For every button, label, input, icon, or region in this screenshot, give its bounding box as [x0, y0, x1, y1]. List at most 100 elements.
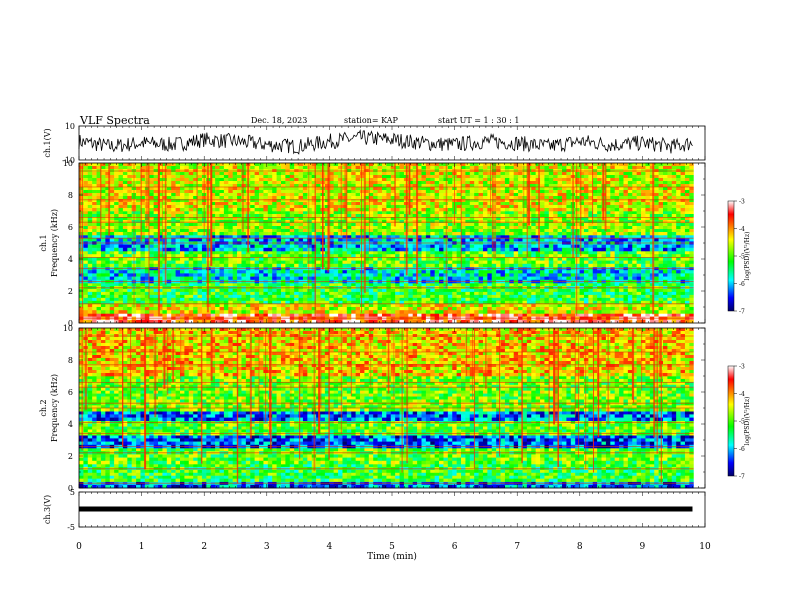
- heatmap-cell: [614, 300, 620, 305]
- heatmap-cell: [636, 247, 642, 252]
- heatmap-cell: [632, 319, 637, 324]
- heatmap-cell: [654, 300, 659, 305]
- heatmap-cell: [583, 214, 589, 218]
- heatmap-cell: [232, 291, 238, 296]
- heatmap-cell: [197, 294, 203, 299]
- heatmap-cell: [254, 217, 260, 221]
- heatmap-cell: [267, 288, 273, 293]
- heatmap-cell: [109, 310, 115, 314]
- heatmap-cell: [535, 238, 541, 242]
- heatmap-cell: [87, 214, 93, 218]
- heatmap-cell: [680, 273, 686, 277]
- heatmap-cell: [136, 291, 141, 296]
- heatmap-cell: [79, 288, 84, 293]
- heatmap-cell: [368, 313, 374, 317]
- heatmap-cell: [614, 257, 620, 261]
- heatmap-cell: [671, 313, 677, 317]
- heatmap-cell: [302, 211, 308, 215]
- heatmap-cell: [579, 214, 585, 218]
- heatmap-cell: [557, 288, 563, 293]
- heatmap-cell: [276, 313, 282, 317]
- heatmap-cell: [658, 288, 664, 293]
- heatmap-cell: [342, 247, 348, 252]
- heatmap-cell: [83, 251, 89, 255]
- heatmap-cell: [114, 310, 119, 314]
- heatmap-cell: [557, 244, 563, 249]
- heatmap-cell: [223, 263, 229, 268]
- heatmap-cell: [610, 244, 615, 249]
- heatmap-cell: [465, 214, 471, 218]
- heatmap-cell: [614, 247, 620, 252]
- heatmap-cell: [504, 273, 510, 277]
- heatmap-cell: [158, 300, 163, 305]
- heatmap-cell: [346, 270, 352, 274]
- heatmap-cell: [333, 310, 339, 314]
- heatmap-cell: [232, 260, 238, 265]
- heatmap-cell: [588, 288, 594, 293]
- heatmap-cell: [509, 260, 514, 265]
- heatmap-cell: [355, 244, 361, 249]
- heatmap-cell: [144, 291, 150, 296]
- heatmap-cell: [302, 313, 308, 317]
- heatmap-cell: [250, 251, 255, 255]
- heatmap-cell: [513, 313, 519, 317]
- heatmap-cell: [105, 310, 111, 314]
- heatmap-cell: [263, 254, 269, 258]
- heatmap-cell: [592, 238, 598, 242]
- heatmap-cell: [276, 220, 282, 224]
- heatmap-cell: [109, 214, 115, 218]
- heatmap-cell: [579, 303, 585, 308]
- heatmap-cell: [526, 247, 532, 252]
- heatmap-cell: [566, 313, 572, 317]
- heatmap-cell: [461, 294, 466, 299]
- heatmap-cell: [307, 310, 313, 314]
- heatmap-cell: [162, 238, 168, 242]
- heatmap-cell: [276, 257, 282, 261]
- heatmap-cell: [280, 226, 286, 230]
- heatmap-cell: [289, 254, 295, 258]
- heatmap-cell: [144, 276, 150, 281]
- heatmap-cell: [338, 244, 343, 249]
- heatmap-cell: [289, 303, 295, 308]
- heatmap-cell: [513, 217, 519, 221]
- heatmap-cell: [329, 244, 334, 249]
- heatmap-cell: [118, 247, 124, 252]
- heatmap-cell: [307, 226, 313, 230]
- heatmap-cell: [676, 238, 681, 242]
- heatmap-cell: [364, 220, 370, 224]
- heatmap-cell: [232, 313, 238, 317]
- heatmap-cell: [509, 283, 514, 287]
- heatmap-cell: [175, 229, 181, 233]
- heatmap-cell: [245, 257, 251, 261]
- heatmap-cell: [127, 251, 132, 255]
- heatmap-cell: [619, 235, 624, 239]
- heatmap-cell: [228, 313, 233, 317]
- heatmap-cell: [136, 244, 141, 249]
- heatmap-cell: [513, 273, 519, 277]
- heatmap-cell: [179, 254, 185, 258]
- heatmap-cell: [368, 226, 374, 230]
- heatmap-cell: [434, 263, 440, 268]
- heatmap-cell: [263, 319, 269, 324]
- heatmap-cell: [658, 297, 664, 302]
- heatmap-cell: [654, 220, 659, 224]
- heatmap-cell: [197, 270, 203, 274]
- heatmap-cell: [408, 223, 414, 227]
- heatmap-cell: [663, 235, 668, 239]
- heatmap-cell: [627, 270, 633, 274]
- heatmap-cell: [355, 263, 361, 268]
- heatmap-cell: [425, 223, 431, 227]
- heatmap-cell: [680, 217, 686, 221]
- heatmap-cell: [649, 291, 655, 296]
- heatmap-cell: [87, 307, 93, 311]
- heatmap-cell: [544, 217, 550, 221]
- heatmap-cell: [320, 319, 326, 324]
- heatmap-cell: [223, 283, 229, 287]
- heatmap-cell: [360, 235, 365, 239]
- heatmap-cell: [579, 307, 585, 311]
- heatmap-cell: [487, 220, 493, 224]
- heatmap-cell: [127, 257, 132, 261]
- heatmap-cell: [122, 211, 128, 215]
- heatmap-cell: [210, 270, 216, 274]
- heatmap-cell: [531, 223, 536, 227]
